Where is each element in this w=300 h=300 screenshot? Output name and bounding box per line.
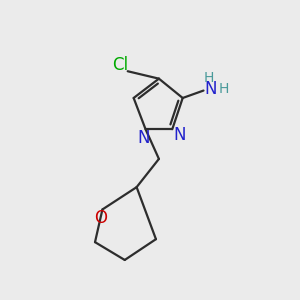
Text: N: N [138,128,150,146]
Text: Cl: Cl [112,56,128,74]
Text: O: O [94,209,107,227]
Text: N: N [205,80,217,98]
Text: H: H [203,71,214,85]
Text: H: H [218,82,229,96]
Text: N: N [173,126,186,144]
